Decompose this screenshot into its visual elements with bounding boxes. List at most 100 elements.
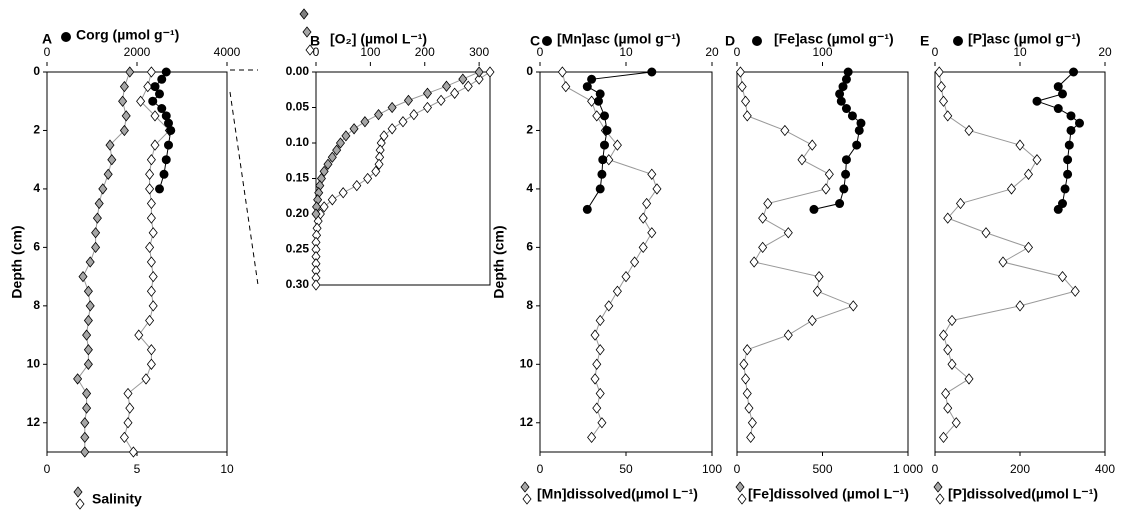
legend-icon [73,486,83,498]
top-tick-label: 4000 [214,45,241,59]
data-point [1070,285,1080,297]
data-point [143,80,153,93]
data-point [148,96,158,106]
data-point [157,104,167,114]
data-point [422,101,432,114]
data-point [319,201,329,213]
data-point [335,137,345,149]
y-tick-label: 2 [33,123,40,137]
data-point [938,431,949,444]
bottom-tick-label: 200 [1010,462,1030,476]
data-point [73,373,83,385]
data-point [125,66,135,78]
data-point [1032,96,1042,106]
data-point [561,80,571,93]
plot-frame [46,71,228,453]
top-axis-label: [P]asc (µmol g⁻¹) [968,31,1081,47]
panel-letter: B [310,33,320,49]
data-point [155,89,164,99]
panel-letter: D [725,33,735,49]
legend-icon [61,32,71,42]
top-tick-label: 20 [1098,45,1112,59]
data-point [363,172,373,185]
data-point [398,116,408,128]
data-point [338,187,348,199]
data-point [582,204,592,214]
data-point [951,417,961,429]
data-point [742,387,752,400]
series-line [315,71,491,285]
data-point [327,151,337,163]
data-point [121,110,131,122]
data-point [742,344,752,356]
data-point [374,108,384,121]
y-tick-label: 8 [526,298,533,312]
data-point [841,155,851,165]
y-tick-label: 0.25 [286,242,310,256]
data-point [387,101,397,114]
data-point [146,66,156,78]
data-point [146,358,156,370]
y-tick-label: 0.00 [286,64,310,78]
data-point [604,300,614,312]
data-point [82,329,92,341]
data-point [592,358,602,370]
data-point [807,139,817,151]
legend-icon [299,8,309,20]
data-point [595,314,605,327]
data-point [638,212,648,224]
data-point [145,168,155,180]
data-point [936,80,946,93]
data-point [642,197,652,210]
data-point [737,80,747,93]
data-point [780,124,790,137]
data-point [82,387,92,400]
data-point [814,270,824,283]
data-point [838,82,848,92]
data-point [157,74,167,84]
y-axis-label: Depth (cm) [9,225,25,298]
legend-icon [520,481,530,493]
data-point [341,130,351,142]
data-point [841,169,851,179]
data-point [374,158,384,170]
data-point [352,179,362,192]
bottom-tick-label: 0 [537,462,544,476]
data-point [582,82,592,92]
y-tick-label: 0.30 [286,277,310,291]
data-point [1066,111,1076,121]
data-point [1069,67,1079,77]
data-point [125,402,135,414]
data-point [146,212,156,224]
y-tick-label: 4 [33,181,40,195]
legend-icon [935,493,945,505]
data-point [107,154,117,166]
bottom-tick-label: 0 [932,462,939,476]
bottom-tick-label: 1 000 [893,462,923,476]
data-point [1066,125,1076,135]
data-point [146,344,156,356]
data-point [422,87,432,99]
data-point [80,431,90,444]
data-point [161,111,171,121]
data-point [98,183,108,195]
y-tick-label: 0.10 [286,135,310,149]
panel-letter: C [530,33,540,49]
data-point [938,95,949,107]
y-tick-label: 8 [33,298,40,312]
top-tick-label: 20 [705,45,719,59]
bottom-tick-label: 500 [812,462,832,476]
y-tick-label: 4 [526,181,533,195]
data-point [474,73,484,85]
data-point [943,212,953,224]
plot-frame [934,71,1106,453]
top-tick-label: 300 [469,45,489,59]
y-tick-label: 0.05 [286,100,310,114]
data-point [852,140,862,150]
y-tick-label: 0.15 [286,171,310,185]
data-point [360,116,370,128]
data-point [349,123,359,135]
plot-frame [315,71,491,286]
data-point [1064,140,1074,150]
